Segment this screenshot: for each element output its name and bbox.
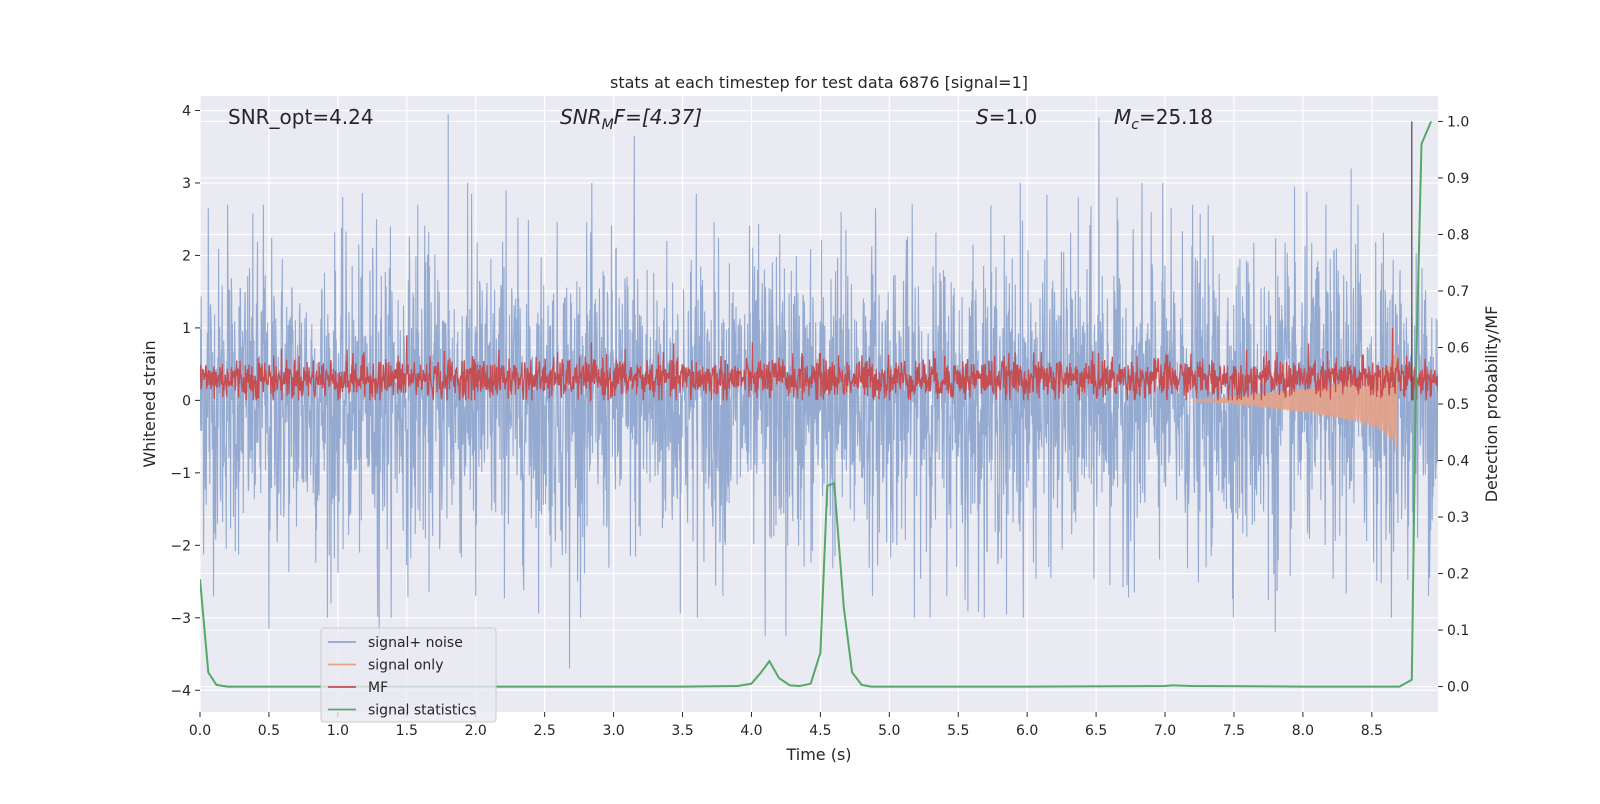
annotation-snr-mf-rest: F=[4.37] [614, 105, 702, 129]
y-right-tick-label: 0.0 [1447, 680, 1469, 696]
x-tick-label: 3.0 [602, 723, 624, 739]
chart-title: stats at each timestep for test data 687… [610, 73, 1028, 92]
y-tick-label: 2 [182, 248, 191, 264]
y-right-tick-label: 0.2 [1447, 567, 1469, 583]
x-tick-label: 0.5 [258, 723, 280, 739]
series-mf [200, 327, 1438, 403]
x-tick-label: 4.0 [740, 723, 762, 739]
y-right-tick-label: 0.4 [1447, 454, 1469, 470]
series-line [200, 327, 1438, 403]
y-right-axis-ticks: 0.0 0.1 0.2 0.3 0.4 0.5 0.6 0.7 0.8 0.9 1.0 [1438, 114, 1469, 696]
legend: signal+ noise signal only MF signal statist… [320, 627, 497, 723]
x-tick-label: 5.5 [947, 723, 969, 739]
x-tick-label: 8.0 [1292, 723, 1314, 739]
x-tick-label: 1.5 [396, 723, 418, 739]
y-tick-label: 1 [182, 321, 191, 337]
y-right-axis-label: Detection probability/MF [1482, 306, 1501, 503]
series-line [1192, 351, 1398, 451]
x-tick-label: 7.5 [1223, 723, 1245, 739]
x-tick-label: 4.5 [809, 723, 831, 739]
annotation-s-main: S [976, 105, 989, 129]
annotation-snr-opt: SNR_opt=4.24 [228, 105, 374, 129]
x-tick-label: 6.0 [1016, 723, 1038, 739]
annotation-snr-mf: SNRMF=[4.37] [560, 105, 702, 133]
legend-box [320, 627, 497, 723]
y-axis-label: Whitened strain [140, 340, 159, 467]
y-tick-label: −1 [170, 466, 191, 482]
x-tick-label: 0.0 [189, 723, 211, 739]
annotation-mc-rest: =25.18 [1139, 105, 1213, 129]
x-tick-label: 8.5 [1361, 723, 1383, 739]
legend-label: MF [368, 680, 388, 696]
legend-label: signal only [368, 658, 443, 674]
series-signal-only [1192, 351, 1398, 451]
y-right-tick-label: 1.0 [1447, 114, 1469, 130]
y-tick-label: −3 [170, 611, 191, 627]
annotation-s: S=1.0 [976, 105, 1037, 129]
y-tick-label: 4 [182, 103, 191, 119]
y-right-tick-label: 0.3 [1447, 510, 1469, 526]
x-axis-label: Time (s) [785, 745, 851, 764]
y-tick-label: −2 [170, 538, 191, 554]
x-tick-label: 3.5 [671, 723, 693, 739]
x-axis-ticks: 0.0 0.5 1.0 1.5 2.0 2.5 3.0 3.5 4.0 4.5 5.0 5.5 6.0 6… [189, 712, 1383, 739]
x-tick-label: 2.5 [534, 723, 556, 739]
annotations: SNR_opt=4.24 SNRMF=[4.37] S=1.0 Mc=25.18 [228, 105, 1213, 133]
y-right-tick-label: 0.7 [1447, 284, 1469, 300]
y-tick-label: 3 [182, 176, 191, 192]
y-tick-label: 0 [182, 393, 191, 409]
y-axis-ticks: −4 −3 −2 −1 0 1 2 3 4 [170, 103, 200, 699]
x-tick-label: 5.0 [878, 723, 900, 739]
legend-label: signal statistics [368, 703, 476, 719]
x-tick-label: 6.5 [1085, 723, 1107, 739]
y-right-tick-label: 0.1 [1447, 623, 1469, 639]
x-tick-label: 7.0 [1154, 723, 1176, 739]
annotation-snr-mf-sub: M [602, 117, 614, 133]
annotation-s-rest: =1.0 [989, 105, 1038, 129]
y-right-tick-label: 0.5 [1447, 397, 1469, 413]
x-tick-label: 1.0 [327, 723, 349, 739]
annotation-snr-mf-main: SNR [560, 105, 602, 129]
y-right-tick-label: 0.8 [1447, 227, 1469, 243]
annotation-mc-main: M [1114, 105, 1131, 129]
y-tick-label: −4 [170, 683, 191, 699]
x-tick-label: 2.0 [465, 723, 487, 739]
y-right-tick-label: 0.9 [1447, 171, 1469, 187]
annotation-mc: Mc=25.18 [1114, 105, 1213, 133]
y-right-tick-label: 0.6 [1447, 340, 1469, 356]
legend-label: signal+ noise [368, 635, 463, 651]
annotation-mc-sub: c [1131, 117, 1139, 133]
